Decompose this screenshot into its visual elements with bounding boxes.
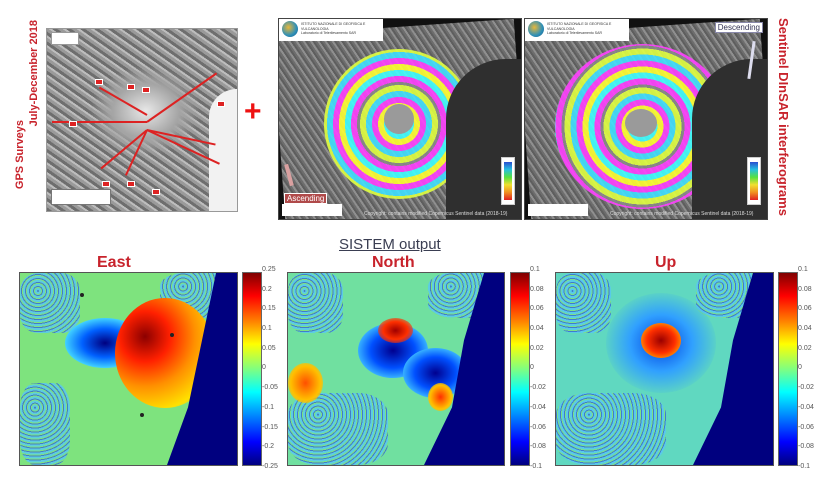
copyright-text: Copyright: contains modified Copernicus … [610, 211, 754, 217]
north-displacement-map [287, 272, 505, 466]
ingv-header: ISTITUTO NAZIONALE DI GEOFISICA E VULCAN… [525, 19, 629, 41]
up-colorbar [778, 272, 798, 466]
gps-vector-arrow [98, 86, 148, 116]
north-lobe [428, 383, 453, 411]
ascending-interferogram: ISTITUTO NAZIONALE DI GEOFISICA E VULCAN… [278, 18, 522, 220]
north-lobe [378, 318, 413, 343]
gps-station [127, 84, 135, 90]
header-line: ISTITUTO NAZIONALE DI GEOFISICA E VULCAN… [301, 22, 366, 31]
gps-station [102, 181, 110, 187]
coastline-area [209, 89, 237, 211]
up-title: Up [655, 254, 677, 271]
gps-station [142, 87, 150, 93]
gps-vector-arrow [100, 129, 148, 170]
gps-date-label: July-December 2018 [28, 20, 40, 127]
gps-vector-arrow [52, 121, 147, 123]
ingv-logo-icon [282, 21, 298, 37]
header-line: ISTITUTO NAZIONALE DI GEOFISICA E VULCAN… [547, 22, 612, 31]
north-lobe [288, 363, 323, 403]
orbit-tag-descending: Descending [714, 22, 763, 33]
header-line: Laboratorio di Telerilevamento SAR [301, 31, 356, 35]
gps-station-marker [80, 293, 84, 297]
north-colorbar-ticks: 0.1 0.08 0.06 0.04 0.02 0 -0.02 -0.04 -0.06 -0.08… [530, 266, 546, 470]
orbit-tag-ascending: Ascending [284, 193, 328, 204]
east-colorbar-ticks: 0.25 0.2 0.15 0.1 0.05 0 -0.05 -0.1 -0.15 -0.2 -0.… [262, 266, 278, 470]
east-displacement-map [19, 272, 238, 466]
insar-label: Sentinel DInSAR interferograms [776, 18, 791, 216]
up-displacement-map [555, 272, 774, 466]
up-colorbar-ticks: 0.1 0.08 0.06 0.04 0.02 0 -0.02 -0.04 -0.06 -0.08… [798, 266, 814, 470]
phase-colorbar [501, 157, 515, 205]
noise-area [288, 393, 388, 465]
gps-legend-box [51, 32, 79, 45]
gps-station-marker [140, 413, 144, 417]
gps-station [95, 79, 103, 85]
scale-bar [51, 189, 111, 205]
plus-icon: + [244, 95, 262, 128]
gps-vector-arrow [146, 129, 216, 146]
noise-area [288, 273, 343, 333]
header-line: Laboratorio di Telerilevamento SAR [547, 31, 602, 35]
scale-bar [528, 204, 588, 216]
north-colorbar [510, 272, 530, 466]
ingv-logo-icon [528, 21, 544, 37]
gps-station [127, 181, 135, 187]
gps-surveys-label: GPS Surveys [14, 120, 26, 190]
noise-area [20, 383, 70, 465]
noise-area [556, 273, 611, 333]
gps-vector-arrow [146, 72, 218, 123]
noise-area [20, 273, 80, 333]
gps-vector-map [46, 28, 238, 212]
noise-area [556, 393, 666, 465]
east-title: East [97, 254, 131, 271]
summit-area [625, 109, 657, 137]
gps-station [152, 189, 160, 195]
phase-colorbar [747, 157, 761, 205]
east-colorbar [242, 272, 262, 466]
summit-area [384, 104, 414, 134]
gps-station-marker [170, 333, 174, 337]
scale-bar [282, 204, 342, 216]
copyright-text: Copyright: contains modified Copernicus … [364, 211, 508, 217]
descending-interferogram: ISTITUTO NAZIONALE DI GEOFISICA E VULCAN… [524, 18, 768, 220]
ingv-header: ISTITUTO NAZIONALE DI GEOFISICA E VULCAN… [279, 19, 383, 41]
gps-station [217, 101, 225, 107]
uplift-area [641, 323, 681, 358]
gps-station [69, 121, 77, 127]
sistem-output-title: SISTEM output [339, 236, 441, 253]
north-title: North [372, 254, 415, 271]
